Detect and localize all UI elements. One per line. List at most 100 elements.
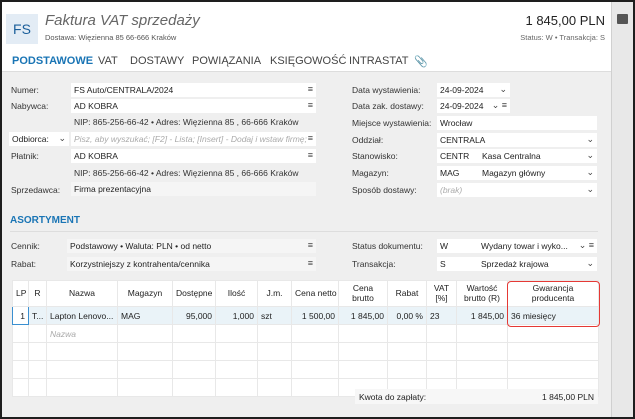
- chevron-down-icon: ⌄: [586, 184, 594, 194]
- numer-label: Numer:: [11, 85, 39, 95]
- cennik-field[interactable]: Podstawowy • Waluta: PLN • od netto ≡: [67, 239, 316, 253]
- chevron-down-icon: ⌄: [58, 133, 66, 143]
- platnik-info: NIP: 865-256-66-42 • Adres: Więzienna 85…: [74, 168, 299, 178]
- sposob-value: (brak): [440, 185, 463, 195]
- transakcja-label: Transakcja:: [352, 259, 396, 269]
- oddzial-select[interactable]: CENTRALA ⌄: [437, 133, 597, 147]
- cell-nazwa[interactable]: Lapton Lenovo...: [46, 306, 118, 325]
- status-code: W: [440, 241, 449, 251]
- new-row-nazwa[interactable]: Nazwa: [46, 324, 118, 343]
- menu-icon[interactable]: ≡: [307, 258, 313, 268]
- col-cena-netto[interactable]: Cena netto: [291, 280, 339, 307]
- cell-jm[interactable]: szt: [257, 306, 292, 325]
- cell-dostepne[interactable]: 95,000: [172, 306, 216, 325]
- rabat-value: Korzystniejszy z kontrahenta/cennika: [70, 259, 210, 269]
- tab-vat[interactable]: VAT: [98, 55, 118, 67]
- platnik-field[interactable]: AD KOBRA ≡: [71, 149, 316, 163]
- table-header: LP R Nazwa Magazyn Dostępne Ilość J.m. C…: [12, 280, 599, 307]
- comment-icon[interactable]: [617, 14, 628, 24]
- col-vat[interactable]: VAT [%]: [426, 280, 457, 307]
- cell-vat[interactable]: 23: [426, 306, 457, 325]
- magazyn-code: MAG: [440, 168, 460, 178]
- cell-r[interactable]: T...: [28, 306, 47, 325]
- tab-bar: PODSTAWOWE VAT DOSTAWY POWIĄZANIA KSIĘGO…: [2, 50, 611, 72]
- delivery-address: Dostawa: Więzienna 85 66-666 Kraków: [45, 33, 177, 42]
- cell-ilosc[interactable]: 1,000: [215, 306, 258, 325]
- menu-icon[interactable]: ≡: [307, 133, 313, 143]
- col-lp[interactable]: LP: [12, 280, 29, 307]
- header: FS Faktura VAT sprzedaży Dostawa: Więzie…: [2, 2, 611, 50]
- menu-icon[interactable]: ≡: [307, 84, 313, 94]
- stanowisko-select[interactable]: CENTR Kasa Centralna ⌄: [437, 149, 597, 163]
- menu-icon[interactable]: ≡: [307, 150, 313, 160]
- col-magazyn[interactable]: Magazyn: [117, 280, 173, 307]
- cell-wartosc[interactable]: 1 845,00: [456, 306, 508, 325]
- magazyn-select[interactable]: MAG Magazyn główny ⌄: [437, 166, 597, 180]
- chevron-down-icon: ⌄: [586, 167, 594, 177]
- highlight-box: [507, 281, 600, 327]
- tab-dostawy[interactable]: DOSTAWY: [130, 55, 185, 67]
- col-cena-brutto[interactable]: Cena brutto: [338, 280, 388, 307]
- numer-field[interactable]: FS Auto/CENTRALA/2024 ≡: [71, 83, 316, 97]
- odbiorca-placeholder: Pisz, aby wyszukać; [F2] - Lista; [Inser…: [74, 134, 307, 144]
- section-divider: [10, 231, 598, 232]
- cell-gwarancja[interactable]: 36 miesięcy: [507, 306, 599, 325]
- magazyn-value: Magazyn główny: [482, 168, 546, 178]
- data-dostawy-field[interactable]: 24-09-2024 ⌄ ≡: [437, 99, 510, 113]
- tab-powiazania[interactable]: POWIĄZANIA: [192, 55, 262, 67]
- nabywca-field[interactable]: AD KOBRA ≡: [71, 99, 316, 113]
- data-wystawienia-label: Data wystawienia:: [352, 85, 421, 95]
- col-r[interactable]: R: [28, 280, 47, 307]
- data-wystawienia-value: 24-09-2024: [440, 85, 484, 95]
- col-nazwa[interactable]: Nazwa: [46, 280, 118, 307]
- chevron-menu-icon[interactable]: ⌄ ≡: [491, 100, 507, 110]
- rabat-field[interactable]: Korzystniejszy z kontrahenta/cennika ≡: [67, 257, 316, 271]
- transakcja-code: S: [440, 259, 446, 269]
- tab-podstawowe[interactable]: PODSTAWOWE: [12, 55, 94, 67]
- transakcja-select[interactable]: S Sprzedaż krajowa ⌄: [437, 257, 597, 271]
- cell-cena-brutto[interactable]: 1 845,00: [338, 306, 388, 325]
- sprzedawca-field: Firma prezentacyjna: [71, 182, 316, 196]
- odbiorca-field[interactable]: Pisz, aby wyszukać; [F2] - Lista; [Inser…: [71, 132, 316, 146]
- menu-icon[interactable]: ≡: [307, 100, 313, 110]
- col-ilosc[interactable]: Ilość: [215, 280, 258, 307]
- platnik-value: AD KOBRA: [74, 151, 118, 161]
- odbiorca-select[interactable]: Odbiorca: ⌄: [9, 132, 69, 146]
- miejsce-field[interactable]: Wrocław: [437, 116, 597, 130]
- tab-intrastat[interactable]: INTRASTAT: [349, 55, 409, 67]
- empty-row: [12, 360, 599, 379]
- menu-icon[interactable]: ≡: [307, 240, 313, 250]
- status-select[interactable]: W Wydany towar i wyko... ⌄ ≡: [437, 239, 597, 253]
- chevron-menu-icon[interactable]: ⌄ ≡: [578, 240, 594, 250]
- sposob-select[interactable]: (brak) ⌄: [437, 183, 597, 197]
- data-dostawy-value: 24-09-2024: [440, 101, 484, 111]
- col-wartosc-brutto[interactable]: Wartość brutto (R): [456, 280, 508, 307]
- table-row[interactable]: 1 T... Lapton Lenovo... MAG 95,000 1,000…: [12, 306, 599, 325]
- attachment-icon[interactable]: 📎: [414, 56, 428, 68]
- odbiorca-label: Odbiorca:: [12, 134, 49, 144]
- data-wystawienia-field[interactable]: 24-09-2024 ⌄: [437, 83, 510, 97]
- tab-ksiegowosc[interactable]: KSIĘGOWOŚĆ: [270, 55, 347, 67]
- platnik-label: Płatnik:: [11, 151, 39, 161]
- cennik-label: Cennik:: [11, 241, 40, 251]
- oddzial-label: Oddział:: [352, 135, 384, 145]
- section-title-asortyment: ASORTYMENT: [10, 215, 80, 226]
- col-rabat[interactable]: Rabat: [387, 280, 427, 307]
- cell-rabat[interactable]: 0,00 %: [387, 306, 427, 325]
- chevron-down-icon: ⌄: [586, 258, 594, 268]
- new-row[interactable]: Nazwa: [12, 324, 599, 343]
- cell-cena-netto[interactable]: 1 500,00: [291, 306, 339, 325]
- cell-magazyn[interactable]: MAG: [117, 306, 173, 325]
- nabywca-value: AD KOBRA: [74, 101, 118, 111]
- side-panel: [611, 2, 633, 417]
- nabywca-label: Nabywca:: [11, 101, 49, 111]
- items-table: LP R Nazwa Magazyn Dostępne Ilość J.m. C…: [12, 280, 599, 397]
- chevron-down-icon[interactable]: ⌄: [499, 84, 507, 94]
- stanowisko-label: Stanowisko:: [352, 151, 398, 161]
- col-dostepne[interactable]: Dostępne: [172, 280, 216, 307]
- sposob-label: Sposób dostawy:: [352, 185, 417, 195]
- empty-row: [12, 342, 599, 361]
- cell-lp[interactable]: 1: [12, 306, 29, 325]
- col-jm[interactable]: J.m.: [257, 280, 292, 307]
- status-summary: Status: W • Transakcja: S: [520, 33, 605, 42]
